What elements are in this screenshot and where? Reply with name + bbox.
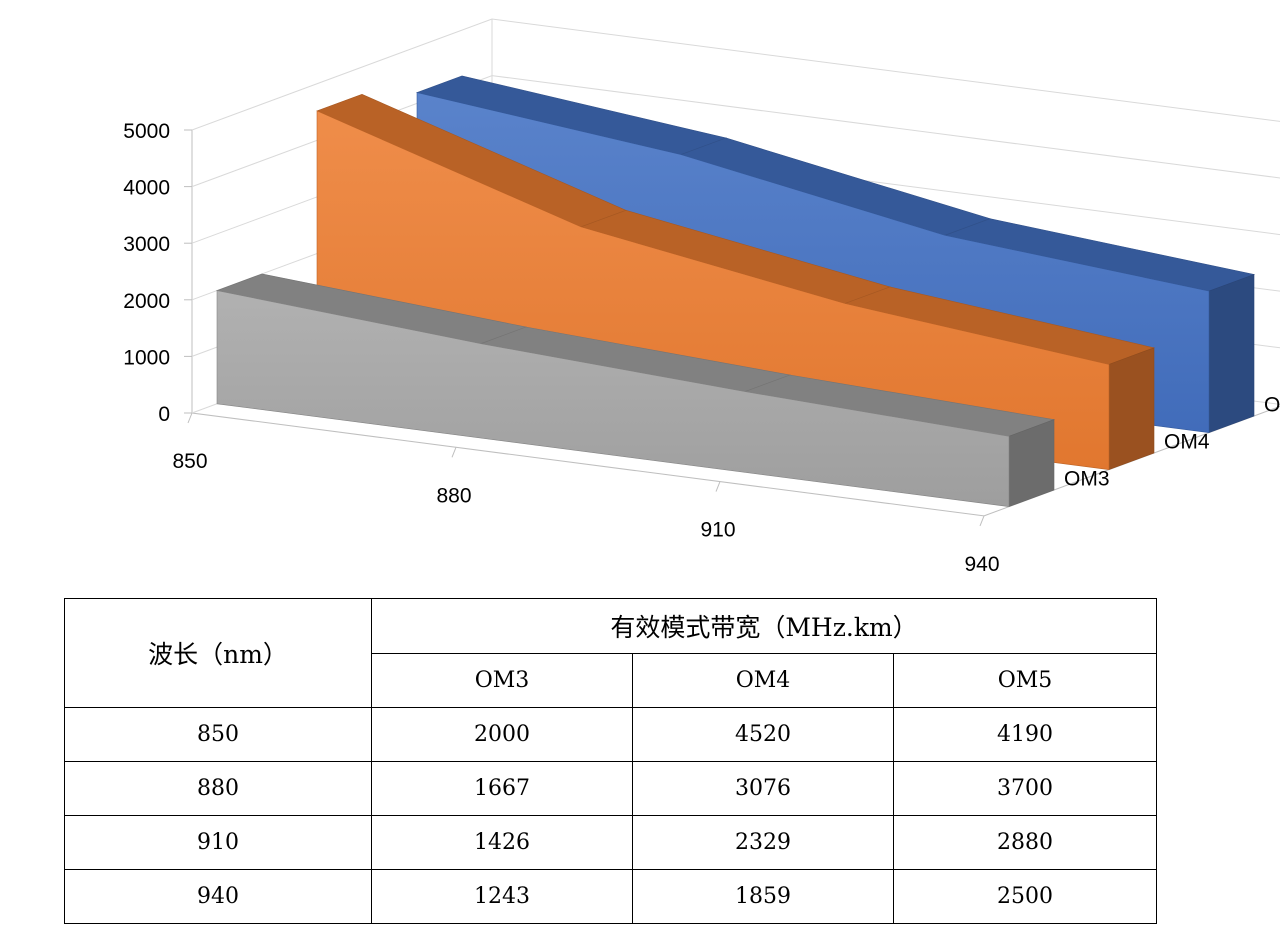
y-tick-label: 5000 bbox=[123, 120, 170, 143]
value-cell: 3700 bbox=[893, 761, 1157, 816]
y-tick-label: 1000 bbox=[123, 346, 170, 369]
x-tick-mark bbox=[979, 515, 985, 527]
wavelength-cell: 880 bbox=[64, 761, 372, 816]
bandwidth-table: 波长（nm） 有效模式带宽（MHz.km） OM3 OM4 OM5 850 20… bbox=[64, 598, 1157, 924]
value-cell: 4190 bbox=[893, 707, 1157, 762]
y-tick-label: 3000 bbox=[123, 233, 170, 256]
x-tick-label: 940 bbox=[964, 553, 999, 576]
x-tick-label: 910 bbox=[700, 519, 735, 542]
value-cell: 2000 bbox=[371, 707, 633, 762]
table-row: 850 2000 4520 4190 bbox=[64, 707, 1157, 762]
x-tick-label: 880 bbox=[436, 484, 471, 507]
bandwidth-group-header: 有效模式带宽（MHz.km） bbox=[371, 598, 1157, 654]
series-label: OM4 bbox=[1164, 430, 1210, 453]
table-row: 940 1243 1859 2500 bbox=[64, 869, 1157, 924]
table-row: 910 1426 2329 2880 bbox=[64, 815, 1157, 870]
series-front-face bbox=[216, 290, 1010, 507]
wavelength-header: 波长（nm） bbox=[64, 598, 372, 708]
wavelength-cell: 850 bbox=[64, 707, 372, 762]
series-om3 bbox=[215, 273, 1056, 508]
series-side-face bbox=[1108, 347, 1155, 471]
x-tick-mark bbox=[187, 412, 193, 424]
value-cell: 3076 bbox=[632, 761, 894, 816]
value-cell: 1667 bbox=[371, 761, 633, 816]
value-cell: 1426 bbox=[371, 815, 633, 870]
column-header-om3: OM3 bbox=[371, 653, 633, 708]
value-cell: 2880 bbox=[893, 815, 1157, 870]
y-tick-label: 2000 bbox=[123, 290, 170, 313]
chart-series bbox=[215, 75, 1256, 508]
wavelength-cell: 940 bbox=[64, 869, 372, 924]
value-cell: 4520 bbox=[632, 707, 894, 762]
column-header-om4: OM4 bbox=[632, 653, 894, 708]
y-tick-label: 0 bbox=[158, 403, 170, 426]
column-header-om5: OM5 bbox=[893, 653, 1157, 708]
series-side-face bbox=[1208, 274, 1255, 434]
wavelength-cell: 910 bbox=[64, 815, 372, 870]
chart-labels: OM5 OM4 OM3 0 1000 2000 3000 4000 5000 850 880 910 9… bbox=[123, 120, 1280, 576]
value-cell: 1859 bbox=[632, 869, 894, 924]
table-row: 880 1667 3076 3700 bbox=[64, 761, 1157, 816]
y-tick-label: 4000 bbox=[123, 177, 170, 200]
series-label: OM5 bbox=[1264, 393, 1280, 416]
x-tick-mark bbox=[715, 481, 721, 492]
x-tick-mark bbox=[451, 447, 457, 458]
value-cell: 2329 bbox=[632, 815, 894, 870]
area-chart-3d: OM5 OM4 OM3 0 1000 2000 3000 4000 5000 850 880 910 9… bbox=[123, 18, 1280, 576]
value-cell: 1243 bbox=[371, 869, 633, 924]
value-cell: 2500 bbox=[893, 869, 1157, 924]
series-label: OM3 bbox=[1064, 467, 1110, 490]
x-tick-label: 850 bbox=[172, 450, 207, 473]
